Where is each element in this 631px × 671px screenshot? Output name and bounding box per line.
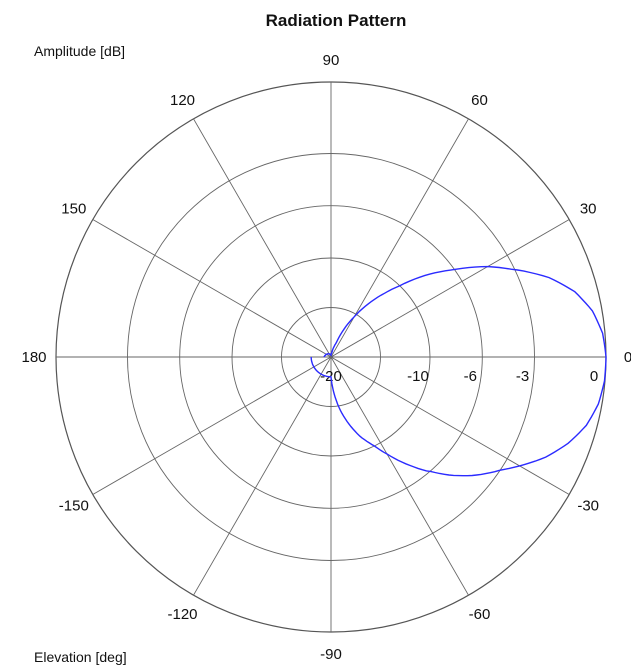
radial-axis-label: Amplitude [dB] (34, 43, 125, 59)
angle-tick-label: -90 (320, 646, 342, 663)
radial-tick-label: -3 (516, 368, 529, 385)
angle-tick-label: 30 (580, 201, 597, 218)
angle-tick-label: -150 (59, 498, 89, 515)
chart-title: Radiation Pattern (266, 11, 407, 30)
angle-tick-label: 0 (624, 349, 631, 366)
polar-grid (55, 81, 607, 633)
angle-tick-label: 60 (471, 92, 488, 109)
radial-tick-label: -10 (407, 368, 429, 385)
angle-tick-label: 180 (21, 349, 46, 366)
grid-spoke (92, 219, 570, 495)
angle-tick-label: 90 (323, 52, 340, 69)
radial-tick-label: -6 (464, 368, 477, 385)
angle-tick-label: 120 (170, 92, 195, 109)
angle-tick-label: -60 (469, 606, 491, 623)
series-layer (310, 265, 607, 477)
radial-tick-label: 0 (590, 368, 598, 385)
angle-tick-label: 150 (61, 201, 86, 218)
angular-axis-label: Elevation [deg] (34, 649, 127, 665)
angle-tick-label: -30 (577, 498, 599, 515)
angle-tick-label: -120 (167, 606, 197, 623)
pattern-line (310, 265, 607, 477)
